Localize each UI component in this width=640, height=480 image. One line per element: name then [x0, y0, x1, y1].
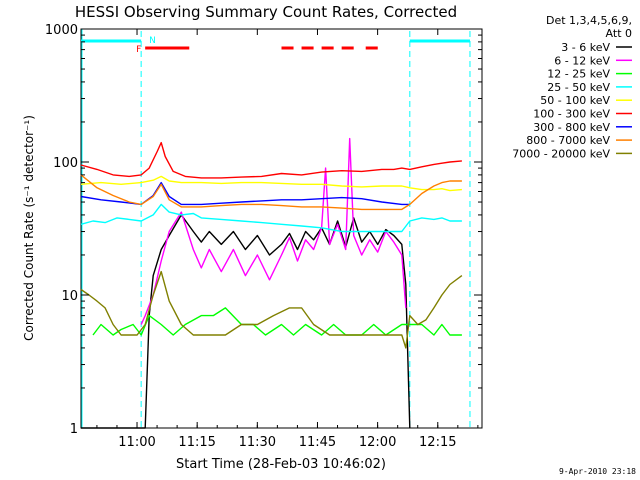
- legend-header-2: Att 0: [606, 27, 632, 40]
- chart-title: HESSI Observing Summary Count Rates, Cor…: [75, 3, 457, 21]
- attenuator-bar-label: N: [149, 36, 156, 46]
- x-axis: 11:00 11:15 11:30 11:45 12:00 12:15: [96, 29, 479, 450]
- y-tick-label-2: 100: [53, 156, 78, 171]
- status-bars: NF: [81, 36, 470, 55]
- x-tick-label-3: 11:45: [299, 435, 336, 450]
- footer-date: 9-Apr-2010 23:18: [559, 467, 636, 476]
- legend-label-3: 25 - 50 keV: [547, 81, 610, 94]
- x-tick-label-2: 11:30: [239, 435, 276, 450]
- legend-label-0: 3 - 6 keV: [561, 41, 610, 54]
- vertical-markers: [81, 29, 471, 428]
- x-tick-label-1: 11:15: [178, 435, 215, 450]
- y-tick-label-3: 1000: [45, 23, 78, 38]
- x-axis-label: Start Time (28-Feb-03 10:46:02): [176, 457, 386, 472]
- series-group: [80, 137, 463, 429]
- x-tick-label-5: 12:15: [419, 435, 456, 450]
- legend-label-1: 6 - 12 keV: [554, 54, 610, 67]
- series-line-6: [80, 181, 410, 206]
- plot-area: [80, 28, 483, 429]
- series-line-7: [80, 174, 462, 211]
- x-tick-label-0: 11:00: [118, 435, 155, 450]
- series-line-8: [80, 270, 463, 349]
- y-axis: 1 10 100 1000: [45, 23, 482, 437]
- legend-label-5: 100 - 300 keV: [533, 108, 610, 121]
- flare-bar-label: F: [136, 45, 141, 55]
- y-axis-label: Corrected Count Rate (s⁻¹ detector⁻¹): [22, 115, 36, 341]
- y-tick-label-1: 10: [61, 289, 78, 304]
- y-tick-label-0: 1: [70, 422, 78, 437]
- legend-label-8: 7000 - 20000 keV: [512, 147, 610, 160]
- series-line-3: [80, 203, 462, 233]
- legend-label-4: 50 - 100 keV: [540, 94, 610, 107]
- legend-label-2: 12 - 25 keV: [547, 68, 610, 81]
- legend-label-7: 800 - 7000 keV: [526, 134, 610, 147]
- legend-label-6: 300 - 800 keV: [533, 121, 610, 134]
- legend-header-1: Det 1,3,4,5,6,9,: [546, 14, 632, 27]
- series-line-0: [81, 214, 411, 429]
- x-tick-label-4: 12:00: [359, 435, 396, 450]
- series-line-4: [80, 175, 462, 192]
- series-line-5: [80, 141, 462, 179]
- series-line-1: [140, 137, 407, 325]
